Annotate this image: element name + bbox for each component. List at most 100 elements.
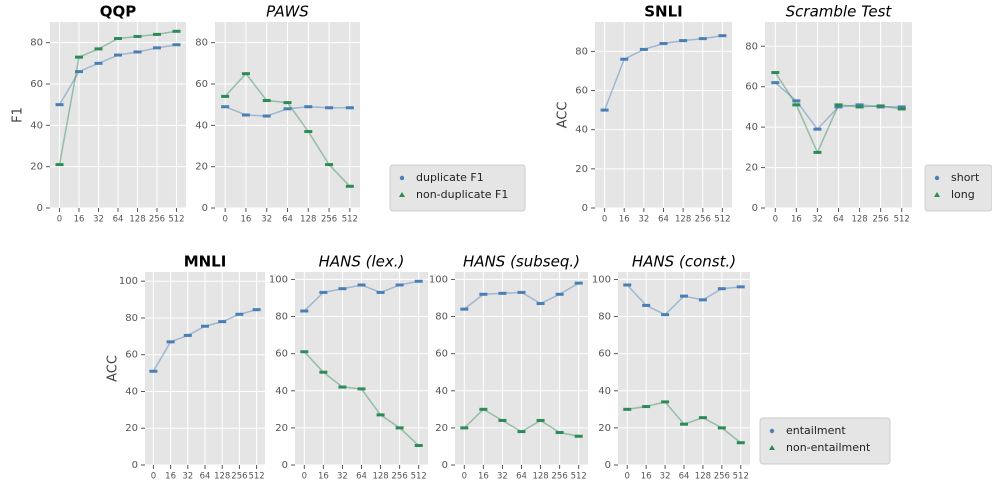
mean-marker [395,283,404,287]
legend-marker [934,192,940,197]
x-tick-label: 256 [321,215,337,225]
y-tick-label: 80 [745,41,758,52]
y-tick-label: 60 [275,349,288,360]
y-tick-label: 60 [598,349,611,360]
mean-marker [235,312,244,316]
y-tick-label: 80 [575,46,588,57]
x-tick-label: 128 [695,472,711,482]
mean-marker [241,72,250,76]
x-tick-label: 256 [714,472,730,482]
mean-marker [574,281,583,285]
mean-marker [304,105,313,109]
mean-marker [623,407,632,411]
mean-marker [345,184,354,188]
mean-marker [133,50,142,54]
x-tick-label: 512 [168,215,184,225]
x-tick-label: 512 [733,472,749,482]
x-tick-label: 512 [342,215,358,225]
mean-marker [55,163,64,167]
y-tick-label: 100 [592,274,611,285]
y-tick-label: 20 [598,423,611,434]
x-tick-label: 32 [497,472,508,482]
legend-label: long [951,188,975,201]
mean-marker [736,441,745,445]
y-tick-label: 60 [195,79,208,90]
y-tick-label: 40 [575,125,588,136]
mean-marker [620,57,629,61]
mean-marker [460,307,469,311]
x-tick-label: 16 [791,215,802,225]
legend-box [759,417,891,465]
mean-marker [345,106,354,110]
x-tick-label: 64 [516,472,527,482]
mean-marker [855,105,864,109]
mean-marker [642,405,651,409]
y-tick-label: 80 [598,312,611,323]
mean-marker [679,39,688,43]
legend-label: non-duplicate F1 [416,188,508,201]
legend-marker [399,192,405,197]
x-tick-label: 0 [222,215,227,225]
mean-marker [498,291,507,295]
mean-marker [376,290,385,294]
x-tick-label: 32 [93,215,104,225]
y-tick-label: 80 [195,38,208,49]
panel-title: MNLI [184,253,227,271]
mean-marker [460,426,469,430]
mean-marker [75,55,84,59]
mean-marker [183,333,192,337]
x-tick-label: 64 [200,472,211,482]
x-tick-label: 16 [165,472,176,482]
mean-marker [639,47,648,51]
x-tick-label: 0 [151,472,156,482]
y-tick-label: 20 [195,162,208,173]
x-tick-label: 0 [602,215,607,225]
y-tick-label: 40 [125,386,138,397]
x-tick-label: 256 [552,472,568,482]
y-tick-label: 80 [125,313,138,324]
x-tick-label: 256 [231,472,247,482]
y-tick-label: 0 [202,203,208,214]
y-tick-label: 0 [752,203,758,214]
mean-marker [75,70,84,74]
y-tick-label: 20 [125,423,138,434]
x-tick-label: 64 [679,472,690,482]
x-tick-label: 0 [625,472,630,482]
x-tick-label: 16 [619,215,630,225]
x-tick-label: 128 [532,472,548,482]
y-tick-label: 40 [30,120,43,131]
x-tick-label: 64 [356,472,367,482]
legend-box [389,164,526,212]
mean-marker [262,99,271,103]
mean-marker [414,279,423,283]
mean-marker [376,413,385,417]
mean-marker [221,105,230,109]
mean-marker [152,32,161,36]
panel-title: Scramble Test [786,3,893,21]
mean-marker [555,292,564,296]
y-tick-label: 20 [30,162,43,173]
y-tick-label: 80 [435,312,448,323]
x-tick-label: 512 [894,215,910,225]
x-tick-label: 128 [851,215,867,225]
x-tick-label: 32 [337,472,348,482]
mean-marker [834,103,843,107]
mean-marker [555,431,564,435]
y-tick-label: 40 [275,386,288,397]
mean-marker [897,105,906,109]
mean-marker [771,81,780,85]
mean-marker [600,108,609,112]
x-tick-label: 16 [241,215,252,225]
x-tick-label: 512 [571,472,587,482]
legend-label: short [951,171,980,184]
x-tick-label: 256 [695,215,711,225]
y-tick-label: 60 [30,79,43,90]
mean-marker [325,106,334,110]
y-axis-label: ACC [106,355,121,382]
y-tick-label: 100 [429,274,448,285]
x-tick-label: 32 [182,472,193,482]
panel-title: HANS (const.) [632,253,736,271]
y-tick-label: 100 [119,276,138,287]
x-tick-label: 256 [873,215,889,225]
